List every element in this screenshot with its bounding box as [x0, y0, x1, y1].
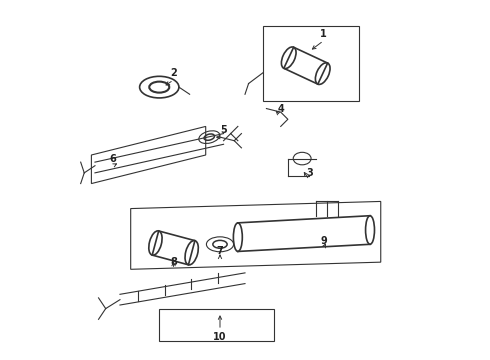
Text: 7: 7 — [217, 247, 223, 256]
Bar — [284, 47, 328, 84]
Text: 4: 4 — [277, 104, 284, 113]
Text: 10: 10 — [213, 332, 227, 342]
Bar — [152, 231, 195, 265]
Text: 5: 5 — [220, 125, 227, 135]
Text: 6: 6 — [109, 154, 116, 163]
Text: 2: 2 — [170, 68, 177, 78]
Text: 3: 3 — [306, 168, 313, 178]
Text: 8: 8 — [170, 257, 177, 267]
Text: 9: 9 — [320, 236, 327, 246]
Text: 1: 1 — [320, 28, 327, 39]
